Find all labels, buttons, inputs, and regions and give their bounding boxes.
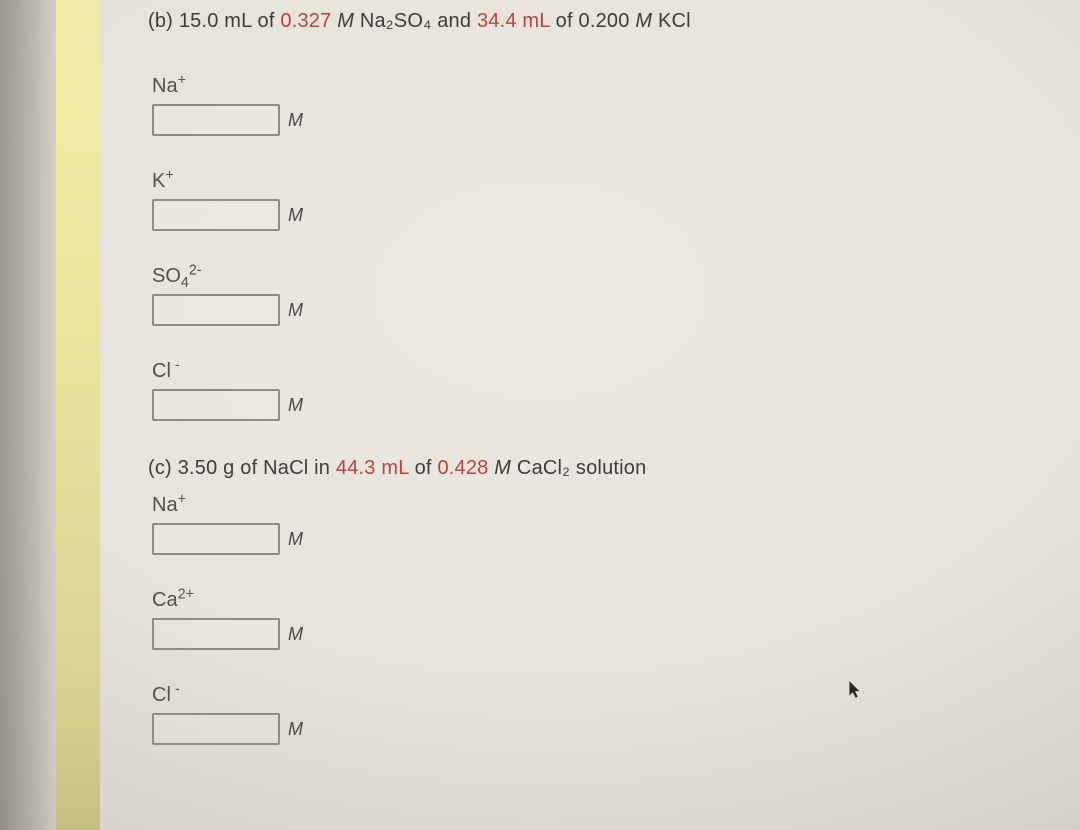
sodium-ion-c-input[interactable] bbox=[152, 523, 280, 555]
part-c-conc: 0.428 bbox=[437, 457, 488, 479]
sulfate-ion-input[interactable] bbox=[152, 294, 280, 326]
chloride-ion-input[interactable] bbox=[152, 389, 280, 421]
sodium-ion-c-row: M bbox=[152, 523, 1050, 555]
chloride-ion-label: Cl - bbox=[152, 360, 1050, 383]
chloride-ion-c-row: M bbox=[152, 713, 1050, 745]
part-b-m2: M bbox=[635, 10, 652, 32]
part-c-solution: solution bbox=[576, 457, 647, 479]
chloride-ion-row: M bbox=[152, 389, 1050, 421]
part-b-of1: of bbox=[258, 10, 275, 32]
part-c-label: (c) bbox=[148, 457, 172, 479]
part-b-prompt: (b) 15.0 mL of 0.327 M Na₂SO₄ and 34.4 m… bbox=[148, 10, 1050, 33]
part-b-and: and bbox=[437, 10, 471, 32]
calcium-ion-label: Ca2+ bbox=[152, 589, 1050, 612]
part-c-in: in bbox=[314, 457, 330, 479]
sodium-ion-block: Na+ M bbox=[152, 75, 1050, 136]
potassium-ion-block: K+ M bbox=[152, 170, 1050, 231]
part-c-of2: of bbox=[415, 457, 432, 479]
sulfate-ion-row: M bbox=[152, 294, 1050, 326]
sodium-ion-input[interactable] bbox=[152, 104, 280, 136]
part-b-label: (b) bbox=[148, 10, 173, 32]
part-b-of2: of bbox=[556, 10, 573, 32]
part-b-compound1: Na₂SO₄ bbox=[360, 10, 432, 32]
chloride-ion-c-input[interactable] bbox=[152, 713, 280, 745]
potassium-ion-unit: M bbox=[288, 205, 303, 226]
part-c-compound2: CaCl₂ bbox=[517, 457, 570, 479]
sulfate-ion-block: SO42- M bbox=[152, 265, 1050, 326]
sodium-ion-c-unit: M bbox=[288, 529, 303, 550]
calcium-ion-block: Ca2+ M bbox=[152, 589, 1050, 650]
part-c-vol: 44.3 mL bbox=[336, 457, 409, 479]
part-c-section: (c) 3.50 g of NaCl in 44.3 mL of 0.428 M… bbox=[148, 457, 1050, 745]
part-b-vol2: 34.4 mL bbox=[477, 10, 550, 32]
part-c-ions: Na+ M Ca2+ M Cl - M bbox=[148, 494, 1050, 745]
part-b-m1: M bbox=[337, 10, 354, 32]
sodium-ion-c-label: Na+ bbox=[152, 494, 1050, 517]
potassium-ion-input[interactable] bbox=[152, 199, 280, 231]
part-b-vol1: 15.0 mL bbox=[179, 10, 252, 32]
part-c-mass: 3.50 g bbox=[178, 457, 235, 479]
chloride-ion-unit: M bbox=[288, 395, 303, 416]
part-b-conc1: 0.327 bbox=[280, 10, 331, 32]
calcium-ion-row: M bbox=[152, 618, 1050, 650]
sulfate-ion-label: SO42- bbox=[152, 265, 1050, 288]
chloride-ion-c-label: Cl - bbox=[152, 684, 1050, 707]
part-b-ions: Na+ M K+ M SO42- M Cl - M bbox=[148, 75, 1050, 421]
part-c-m: M bbox=[494, 457, 511, 479]
chloride-ion-c-block: Cl - M bbox=[152, 684, 1050, 745]
sodium-ion-unit: M bbox=[288, 110, 303, 131]
sodium-ion-label: Na+ bbox=[152, 75, 1050, 98]
chloride-ion-block: Cl - M bbox=[152, 360, 1050, 421]
potassium-ion-row: M bbox=[152, 199, 1050, 231]
sulfate-ion-unit: M bbox=[288, 300, 303, 321]
sodium-ion-c-block: Na+ M bbox=[152, 494, 1050, 555]
part-c-compound1: NaCl bbox=[263, 457, 308, 479]
chloride-ion-c-unit: M bbox=[288, 719, 303, 740]
page-gutter bbox=[0, 0, 56, 830]
part-c-prompt: (c) 3.50 g of NaCl in 44.3 mL of 0.428 M… bbox=[148, 457, 1050, 480]
calcium-ion-unit: M bbox=[288, 624, 303, 645]
highlight-stripe bbox=[56, 0, 100, 830]
potassium-ion-label: K+ bbox=[152, 170, 1050, 193]
part-b-compound2: KCl bbox=[658, 10, 691, 32]
question-content: (b) 15.0 mL of 0.327 M Na₂SO₄ and 34.4 m… bbox=[148, 10, 1050, 779]
part-c-of1: of bbox=[240, 457, 257, 479]
part-b-conc2: 0.200 bbox=[579, 10, 630, 32]
sodium-ion-row: M bbox=[152, 104, 1050, 136]
calcium-ion-input[interactable] bbox=[152, 618, 280, 650]
